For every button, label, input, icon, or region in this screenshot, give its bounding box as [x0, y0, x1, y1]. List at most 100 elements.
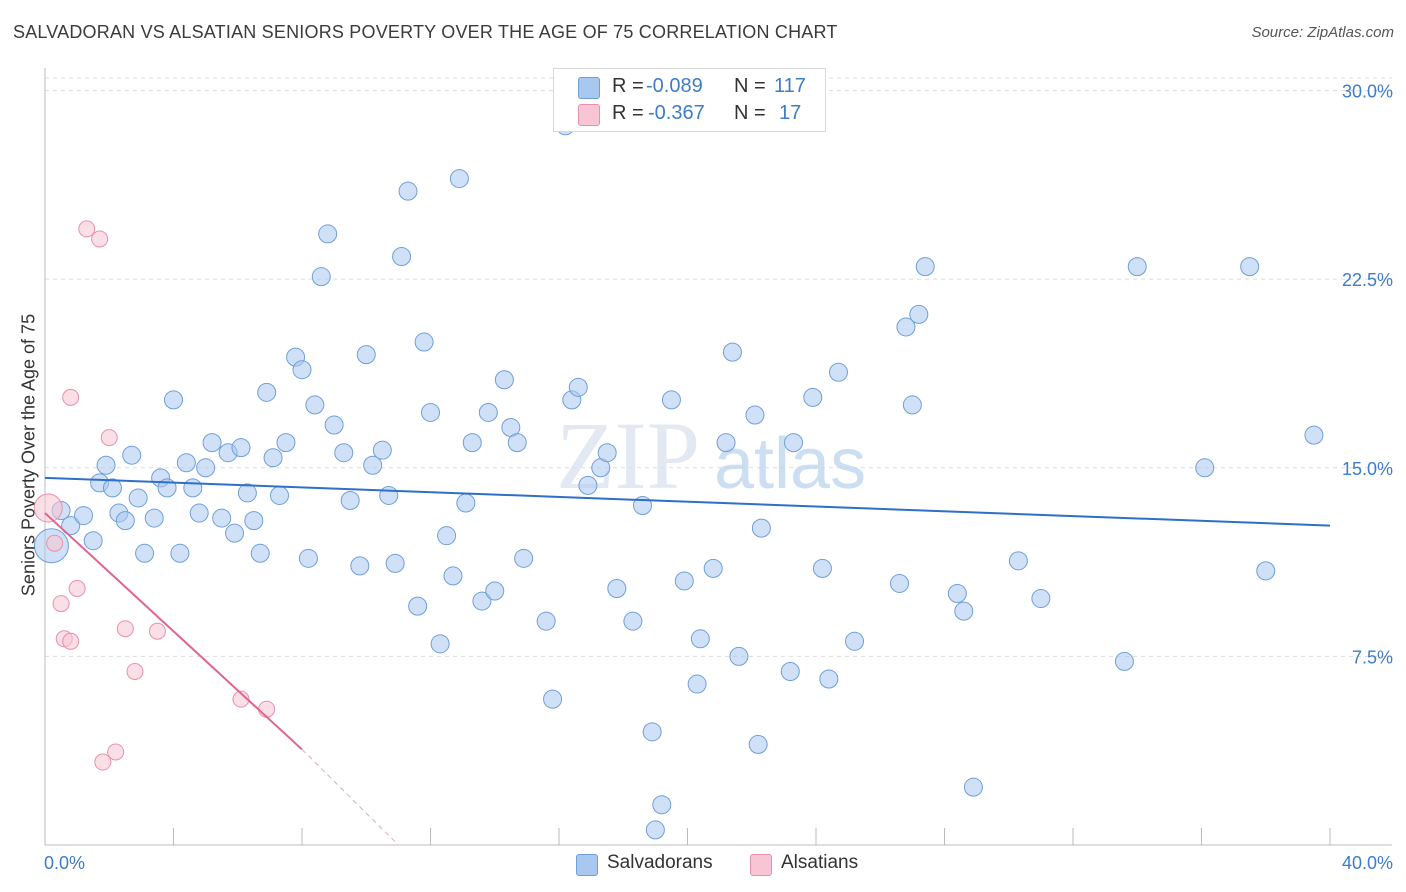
data-point-salvadoran: [318, 224, 338, 244]
data-point-salvadoran: [819, 669, 839, 689]
data-point-salvadoran: [257, 382, 277, 402]
chart-title: SALVADORAN VS ALSATIAN SENIORS POVERTY O…: [13, 22, 838, 42]
data-point-salvadoran: [1195, 458, 1215, 478]
data-point-salvadoran: [845, 631, 865, 651]
data-point-salvadoran: [1304, 425, 1324, 445]
data-point-alsatian: [68, 579, 86, 597]
data-point-salvadoran: [102, 478, 122, 498]
trend-line-alsatians: [44, 512, 303, 751]
data-point-salvadoran: [244, 511, 264, 531]
data-point-salvadoran: [96, 455, 116, 475]
data-point-salvadoran: [963, 777, 983, 797]
legend-swatch-pink: [578, 104, 600, 126]
trend-lines: [44, 476, 1331, 846]
y-axis-label: Seniors Poverty Over the Age of 75: [18, 313, 39, 597]
data-point-salvadoran: [1031, 589, 1051, 609]
data-point-salvadoran: [729, 646, 749, 666]
data-point-alsatian: [33, 493, 63, 523]
data-point-salvadoran: [83, 531, 103, 551]
data-point-salvadoran: [276, 433, 296, 453]
data-point-salvadoran: [305, 395, 325, 415]
data-point-salvadoran: [115, 511, 135, 531]
data-point-salvadoran: [687, 674, 707, 694]
trend-line-alsatians-extension: [301, 749, 399, 846]
data-point-salvadoran: [812, 558, 832, 578]
data-point-salvadoran: [890, 573, 910, 593]
data-point-salvadoran: [954, 601, 974, 621]
data-point-alsatian: [100, 429, 118, 447]
data-point-salvadoran: [122, 445, 142, 465]
data-point-alsatian: [126, 662, 144, 680]
legend-n-value: 17: [779, 102, 802, 124]
data-point-salvadoran: [536, 611, 556, 631]
data-point-alsatian: [94, 753, 112, 771]
legend-label-salvadorans: Salvadorans: [607, 852, 713, 873]
data-point-salvadoran: [514, 548, 534, 568]
data-point-alsatian: [148, 622, 166, 640]
data-point-salvadoran: [703, 558, 723, 578]
data-point-salvadoran: [311, 267, 331, 287]
watermark-zip: ZIP: [556, 402, 700, 509]
data-point-salvadoran: [1127, 257, 1147, 277]
legend-swatch-pink: [750, 854, 772, 876]
x-tick-label: 40.0%: [1342, 853, 1393, 873]
data-point-salvadoran: [456, 493, 476, 513]
data-point-alsatian: [52, 595, 70, 613]
data-point-salvadoran: [751, 518, 771, 538]
data-point-salvadoran: [398, 181, 418, 201]
data-point-salvadoran: [298, 548, 318, 568]
axes: [44, 68, 1392, 846]
data-point-salvadoran: [212, 508, 232, 528]
data-point-alsatian: [258, 700, 276, 718]
y-tick-label: 7.5%: [1352, 647, 1393, 667]
data-point-salvadoran: [250, 543, 270, 563]
data-point-salvadoran: [237, 483, 257, 503]
data-point-salvadoran: [340, 490, 360, 510]
data-point-salvadoran: [225, 523, 245, 543]
data-point-salvadoran: [414, 332, 434, 352]
data-point-salvadoran: [896, 317, 916, 337]
legend-swatch-blue: [578, 77, 600, 99]
data-point-salvadoran: [607, 578, 627, 598]
data-point-salvadoran: [1114, 651, 1134, 671]
data-point-salvadoran: [350, 556, 370, 576]
x-tick-label: 0.0%: [44, 853, 85, 873]
stats-legend: R = -0.089 N = 117 R = -0.367 N = 17: [553, 68, 826, 132]
tick-labels: 7.5% 15.0% 22.5% 30.0% 0.0% 40.0%: [44, 82, 1393, 873]
legend-n-label: N =: [734, 75, 766, 97]
data-point-alsatian: [46, 534, 64, 552]
data-point-salvadoran: [803, 387, 823, 407]
data-point-salvadoran: [263, 448, 283, 468]
data-point-salvadoran: [645, 820, 665, 840]
legend-r-label: R =: [612, 102, 644, 124]
data-point-alsatian: [232, 690, 250, 708]
data-point-salvadoran: [748, 734, 768, 754]
data-point-salvadoran: [270, 485, 290, 505]
legend-r-value: -0.089: [646, 75, 703, 97]
data-point-salvadoran: [947, 584, 967, 604]
data-point-salvadoran: [745, 405, 765, 425]
data-point-salvadoran: [324, 415, 344, 435]
data-point-salvadoran: [507, 433, 527, 453]
data-point-salvadoran: [1008, 551, 1028, 571]
data-point-salvadoran: [915, 257, 935, 277]
data-point-salvadoran: [183, 478, 203, 498]
y-tick-label: 15.0%: [1342, 459, 1393, 479]
legend-swatch-blue: [576, 854, 598, 876]
data-point-salvadoran: [784, 433, 804, 453]
trend-line-salvadorans: [44, 476, 1331, 527]
watermark: ZIP atlas: [556, 402, 866, 509]
data-point-salvadoran: [74, 506, 94, 526]
data-point-salvadoran: [356, 345, 376, 365]
data-point-salvadoran: [780, 661, 800, 681]
legend-label-alsatians: Alsatians: [781, 852, 859, 873]
data-point-salvadoran: [135, 543, 155, 563]
data-point-alsatian: [107, 743, 125, 761]
data-point-salvadoran: [421, 402, 440, 422]
data-point-alsatian: [78, 220, 96, 238]
data-point-salvadoran: [430, 634, 450, 654]
data-point-salvadoran: [652, 795, 672, 815]
data-point-salvadoran: [231, 438, 251, 458]
data-point-salvadoran: [128, 488, 148, 508]
